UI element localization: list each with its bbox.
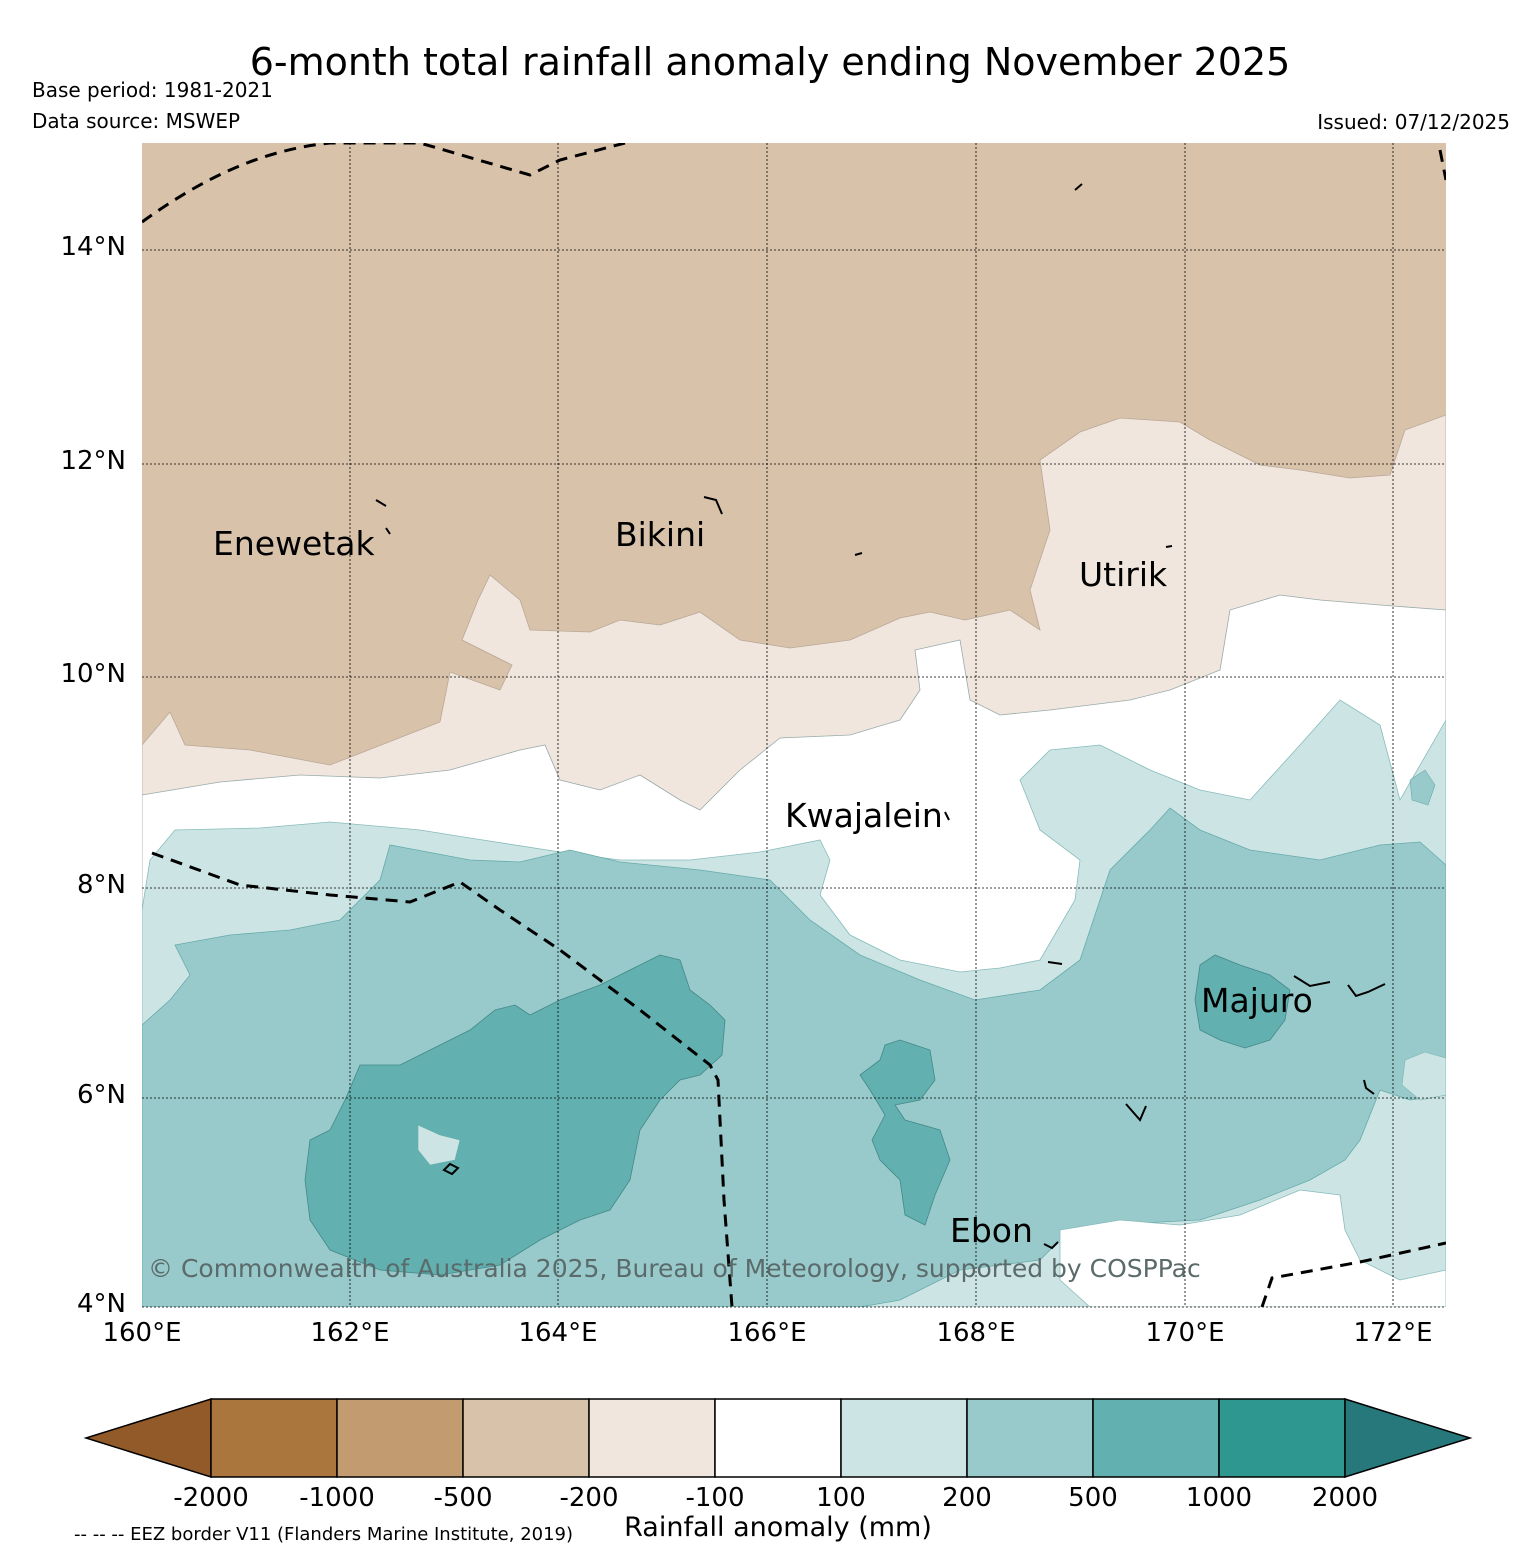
colorbar — [83, 1397, 1473, 1479]
colorbar-tick: -1000 — [299, 1483, 375, 1513]
band-wet-500-1000-west — [304, 954, 726, 1276]
band-wet-100-200-se — [1401, 1051, 1446, 1101]
colorbar-bin-1 — [210, 1398, 338, 1478]
island-bikini-mark — [703, 496, 723, 515]
colorbar-bin-7 — [966, 1398, 1094, 1478]
band-wet-500-1000-majuro — [1194, 954, 1291, 1049]
map-title: 6-month total rainfall anomaly ending No… — [249, 40, 1291, 84]
eez-line-north — [142, 143, 626, 224]
copyright-notice: © Commonwealth of Australia 2025, Bureau… — [148, 1254, 1201, 1283]
eez-line-west-south — [151, 851, 734, 1307]
place-bikini: Bikini — [615, 515, 706, 554]
lon-label-166e: 166°E — [727, 1318, 807, 1348]
place-majuro: Majuro — [1201, 981, 1313, 1020]
island-jaluit-mark — [1047, 961, 1063, 965]
eez-border — [142, 143, 1446, 1307]
place-ebon: Ebon — [950, 1211, 1033, 1250]
island-utirik-mark — [1165, 545, 1173, 548]
lat-label-4n: 4°N — [77, 1289, 126, 1319]
eez-line-se — [1260, 1241, 1446, 1307]
island-ujelang-mark — [442, 1162, 460, 1176]
colorbar-label: Rainfall anomaly (mm) — [624, 1512, 932, 1543]
colorbar-tick: 500 — [1068, 1483, 1118, 1513]
lon-label-172e: 172°E — [1353, 1318, 1433, 1348]
gridlines — [142, 143, 1446, 1308]
lon-label-162e: 162°E — [310, 1318, 390, 1348]
colorbar-extend-high — [1344, 1397, 1473, 1479]
colorbar-bin-4 — [588, 1398, 716, 1478]
island-kwajalein-mark — [944, 811, 950, 821]
place-utirik: Utirik — [1079, 555, 1168, 594]
band-wet-200-500-ne — [1409, 769, 1436, 806]
lon-label-170e: 170°E — [1145, 1318, 1225, 1348]
island-enewetak-mark-2 — [385, 527, 391, 535]
base-period: Base period: 1981-2021 — [32, 78, 273, 102]
colorbar-tick: -200 — [559, 1483, 619, 1513]
colorbar-tick: 100 — [816, 1483, 866, 1513]
band-wet-500-1000-central — [859, 1039, 951, 1226]
island-arno-mark — [1347, 983, 1386, 998]
colorbar-tick: 1000 — [1185, 1483, 1253, 1513]
lat-label-10n: 10°N — [60, 659, 126, 689]
lon-label-168e: 168°E — [936, 1318, 1016, 1348]
lat-label-8n: 8°N — [77, 870, 126, 900]
colorbar-bin-8 — [1092, 1398, 1220, 1478]
colorbar-bin-3 — [462, 1398, 590, 1478]
lat-label-6n: 6°N — [77, 1080, 126, 1110]
island-markers — [375, 183, 1386, 1250]
island-enewetak-mark — [375, 499, 387, 507]
band-neutral-se — [1059, 1189, 1446, 1307]
island-majuro-mark — [1293, 975, 1331, 988]
colorbar-extend-low — [83, 1397, 212, 1479]
colorbar-tick: 200 — [942, 1483, 992, 1513]
band-neutral-patch — [417, 1124, 461, 1166]
lon-label-164e: 164°E — [518, 1318, 598, 1348]
island-knox-mark — [1363, 1079, 1375, 1095]
island-rongelap-mark — [854, 552, 863, 556]
colorbar-tick: 2000 — [1311, 1483, 1379, 1513]
colorbar-bin-6 — [840, 1398, 968, 1478]
island-bokak-mark — [1074, 183, 1083, 191]
colorbar-tick: -2000 — [173, 1483, 249, 1513]
place-kwajalein: Kwajalein — [785, 796, 943, 835]
lon-label-160e: 160°E — [102, 1318, 182, 1348]
colorbar-bin-9 — [1218, 1398, 1346, 1478]
colorbar-bin-2 — [336, 1398, 464, 1478]
lat-label-12n: 12°N — [60, 446, 126, 476]
lat-label-14n: 14°N — [60, 232, 126, 262]
colorbar-tick: -100 — [685, 1483, 745, 1513]
island-mili-mark — [1125, 1103, 1147, 1122]
colorbar-tick: -500 — [433, 1483, 493, 1513]
island-ebon-mark — [1043, 1241, 1059, 1250]
colorbar-bin-5 — [714, 1398, 842, 1478]
data-source: Data source: MSWEP — [32, 109, 241, 133]
anomaly-field — [142, 143, 1446, 1307]
eez-legend-note: -- -- -- EEZ border V11 (Flanders Marine… — [74, 1524, 574, 1545]
eez-line-ne — [1438, 149, 1446, 181]
issued-date: Issued: 07/12/2025 — [1317, 110, 1510, 134]
place-enewetak: Enewetak — [213, 524, 375, 563]
